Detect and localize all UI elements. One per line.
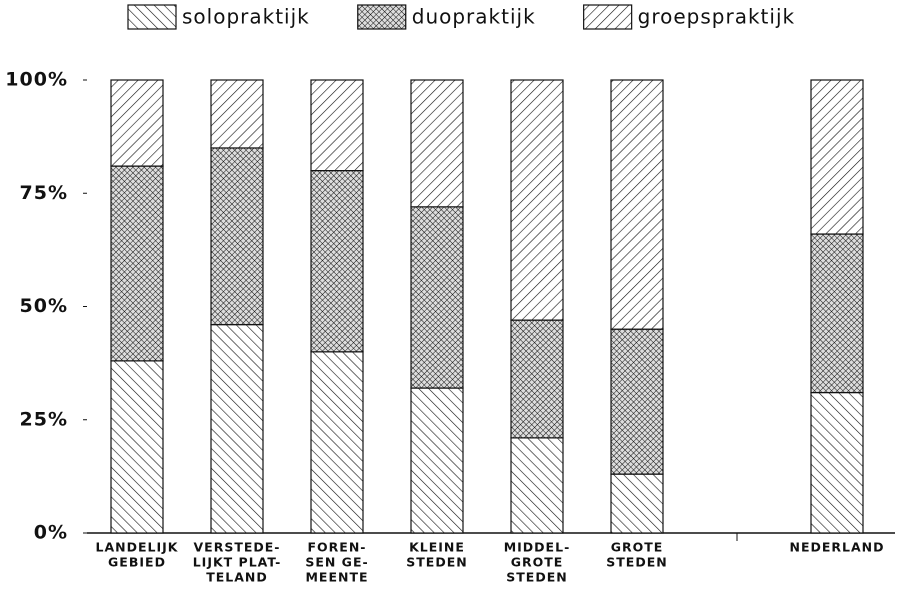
bar-segment bbox=[510, 319, 564, 439]
x-tick-label: GEBIED bbox=[108, 555, 166, 570]
x-tick-label: STEDEN bbox=[606, 555, 667, 570]
y-tick-label: 0% bbox=[34, 522, 68, 544]
legend-label: duopraktijk bbox=[412, 5, 536, 29]
legend-swatch bbox=[357, 4, 407, 30]
bar-segment bbox=[210, 324, 264, 534]
x-tick-label: MEENTE bbox=[305, 570, 368, 585]
legend-label: groepspraktijk bbox=[638, 5, 795, 29]
y-tick-label: 50% bbox=[20, 295, 68, 317]
x-tick-label: GROTE bbox=[611, 540, 664, 555]
bar-segment bbox=[610, 79, 664, 330]
bar-segment bbox=[310, 79, 364, 172]
x-tick-label: VERSTEDE- bbox=[193, 540, 280, 555]
bar-segment bbox=[610, 328, 664, 475]
bar-segment bbox=[810, 391, 864, 534]
bar-segment bbox=[110, 360, 164, 534]
bar-segment bbox=[110, 79, 164, 167]
bar-segment bbox=[310, 170, 364, 353]
bar-segment bbox=[410, 79, 464, 208]
bar-segment bbox=[410, 206, 464, 389]
bar-segment bbox=[510, 437, 564, 534]
bar-segment bbox=[810, 79, 864, 235]
x-tick-label: STEDEN bbox=[506, 570, 567, 585]
bar-segment bbox=[210, 79, 264, 149]
legend-label: solopraktijk bbox=[182, 5, 310, 29]
bar-segment bbox=[410, 387, 464, 534]
legend-swatch bbox=[127, 4, 177, 30]
x-tick-label: STEDEN bbox=[406, 555, 467, 570]
bar-segment bbox=[510, 79, 564, 321]
bar-segment bbox=[810, 233, 864, 394]
x-tick-label: GROTE bbox=[511, 555, 564, 570]
y-tick-label: 75% bbox=[20, 182, 68, 204]
x-tick-label: NEDERLAND bbox=[789, 540, 884, 555]
x-tick-label: TELAND bbox=[206, 570, 268, 585]
x-tick-label: MIDDEL- bbox=[504, 540, 571, 555]
x-tick-label: SEN GE- bbox=[305, 555, 368, 570]
y-tick-label: 100% bbox=[5, 69, 68, 91]
x-tick-label: LIJKT PLAT- bbox=[193, 555, 282, 570]
x-tick-label: KLEINE bbox=[409, 540, 465, 555]
bar-segment bbox=[310, 351, 364, 534]
bar-segment bbox=[210, 147, 264, 326]
y-tick-label: 25% bbox=[20, 408, 68, 430]
legend-swatch bbox=[583, 4, 633, 30]
bar-segment bbox=[610, 473, 664, 534]
x-tick-label: FOREN- bbox=[308, 540, 367, 555]
bar-segment bbox=[110, 165, 164, 362]
x-tick-label: LANDELIJK bbox=[96, 540, 179, 555]
